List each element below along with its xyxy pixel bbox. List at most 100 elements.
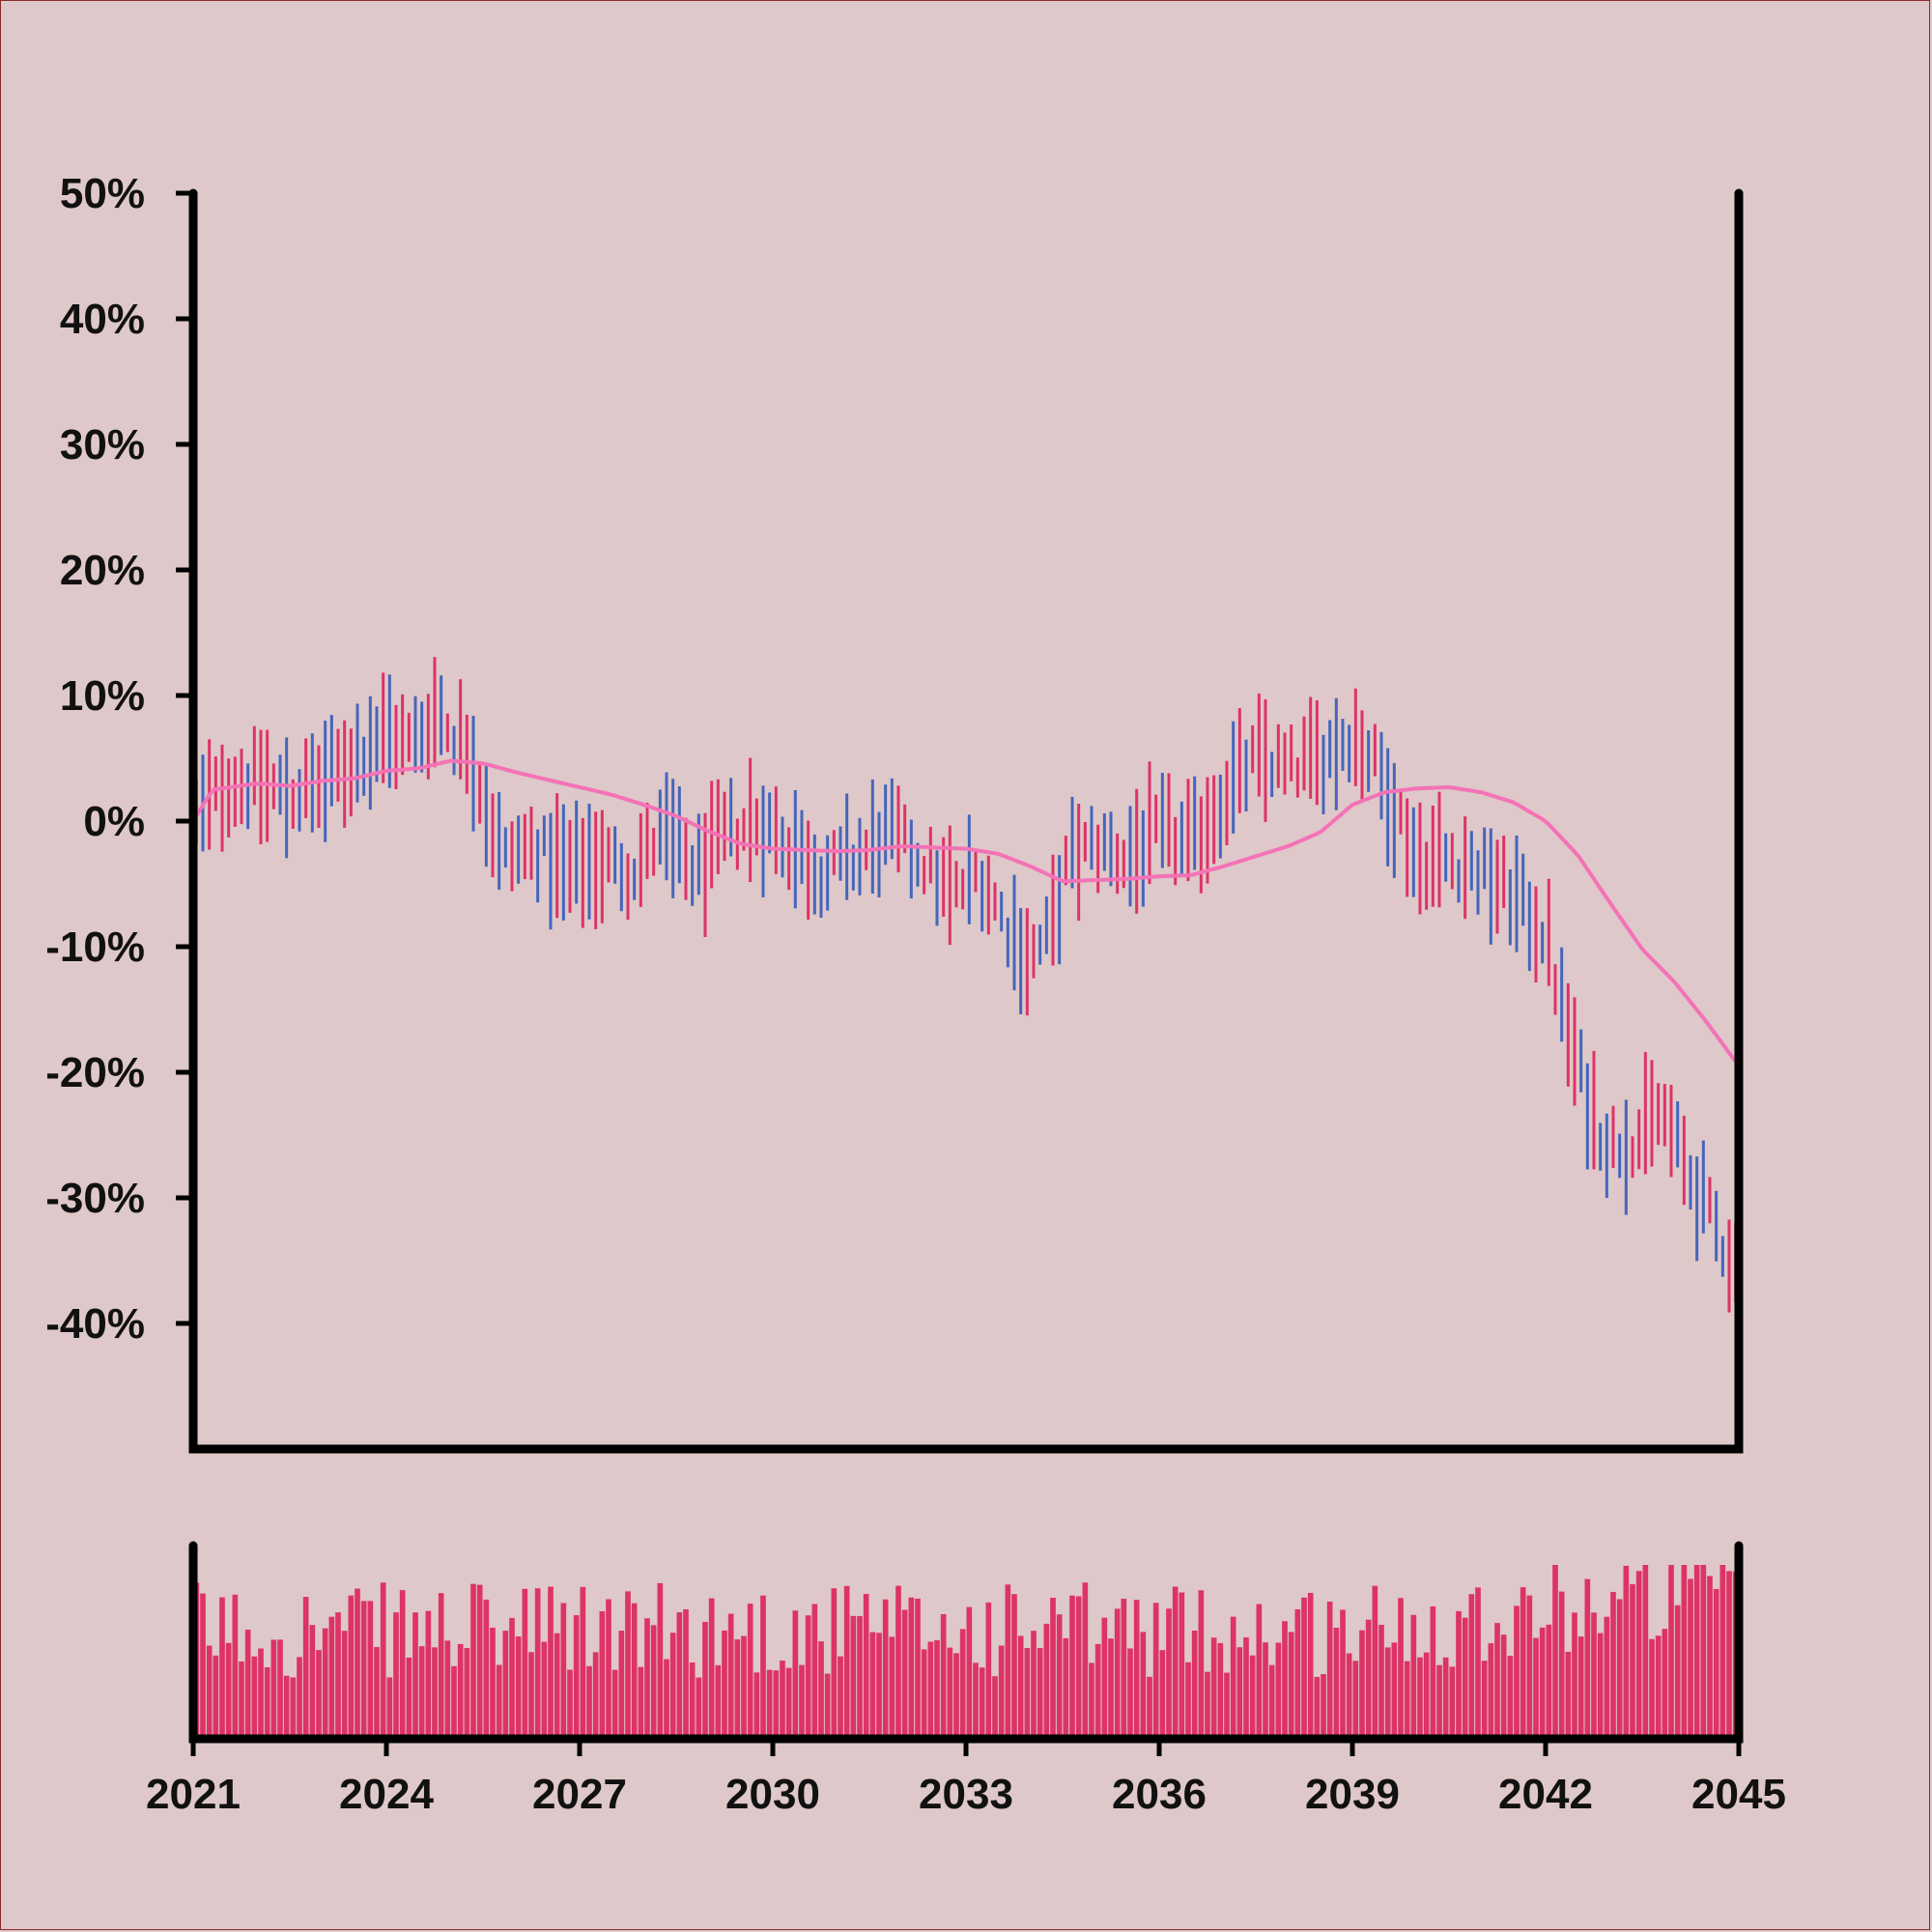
volume-bar xyxy=(1275,1642,1282,1739)
volume-bar xyxy=(1430,1605,1436,1739)
volume-bar xyxy=(1089,1662,1094,1739)
volume-bar xyxy=(1082,1582,1089,1739)
volume-bar xyxy=(1635,1571,1642,1739)
volume-bar xyxy=(496,1664,502,1739)
y-tick-label: 10% xyxy=(60,672,145,720)
volume-bar xyxy=(264,1667,270,1739)
volume-bar xyxy=(1294,1608,1301,1739)
volume-bar xyxy=(618,1631,625,1739)
x-tick-label: 2039 xyxy=(1305,1771,1400,1818)
volume-bar xyxy=(785,1667,792,1739)
volume-bar xyxy=(374,1647,380,1739)
volume-bar xyxy=(1172,1586,1179,1739)
volume-bar xyxy=(1121,1599,1127,1739)
volume-bar xyxy=(857,1615,863,1739)
volume-bar xyxy=(664,1659,669,1739)
volume-bar xyxy=(1249,1655,1256,1739)
volume-bar xyxy=(611,1669,618,1739)
volume-bar xyxy=(1326,1601,1333,1739)
volume-axis-lines xyxy=(188,1541,1744,1744)
volume-bar xyxy=(464,1647,470,1739)
volume-bar xyxy=(908,1597,915,1739)
volume-bar xyxy=(773,1670,780,1739)
volume-bar xyxy=(940,1614,947,1739)
volume-bar xyxy=(277,1639,283,1739)
volume-bar xyxy=(998,1645,1005,1739)
volume-bar xyxy=(953,1653,959,1739)
volume-bar xyxy=(335,1612,341,1739)
volume-bar xyxy=(206,1645,213,1739)
volume-bar xyxy=(1488,1643,1494,1739)
volume-bar xyxy=(689,1662,696,1739)
volume-bar xyxy=(1127,1648,1133,1739)
volume-bar xyxy=(1674,1605,1681,1739)
volume-bar xyxy=(1056,1614,1063,1739)
price-axis-lines xyxy=(188,188,1744,1454)
volume-bar xyxy=(360,1601,367,1739)
volume-bar xyxy=(1597,1633,1604,1739)
volume-bar xyxy=(638,1666,644,1739)
volume-bar xyxy=(1224,1672,1230,1739)
volume-bar xyxy=(483,1599,490,1739)
volume-axes xyxy=(188,1541,1744,1744)
volume-bar xyxy=(1558,1591,1565,1739)
volume-bar xyxy=(418,1646,425,1739)
volume-bar xyxy=(1384,1647,1391,1739)
volume-bar xyxy=(766,1669,773,1739)
volume-bar xyxy=(1243,1637,1249,1739)
volume-bar xyxy=(1713,1588,1719,1739)
volume-bar xyxy=(1456,1610,1462,1739)
volume-bar xyxy=(522,1588,528,1739)
volume-bar xyxy=(316,1650,322,1739)
volume-bar xyxy=(915,1598,921,1739)
volume-bar xyxy=(1378,1625,1384,1739)
volume-bar xyxy=(1288,1632,1294,1739)
volume-bar xyxy=(1268,1664,1275,1739)
volume-bar xyxy=(1185,1662,1191,1739)
volume-bar xyxy=(1442,1657,1449,1739)
volume-bar xyxy=(580,1586,586,1739)
volume-bar xyxy=(451,1665,457,1739)
volume-bar xyxy=(799,1664,805,1739)
volume-bar xyxy=(213,1655,219,1739)
volume-bar xyxy=(1217,1642,1224,1739)
volume-bar xyxy=(457,1643,464,1739)
volume-bar xyxy=(676,1612,683,1739)
volume-bar xyxy=(1352,1661,1359,1739)
volume-bar xyxy=(322,1628,328,1739)
volume-bar xyxy=(1307,1592,1314,1739)
x-tick-label: 2030 xyxy=(725,1771,820,1818)
volume-bar xyxy=(470,1583,476,1739)
volume-bar xyxy=(715,1664,722,1739)
volume-bar xyxy=(1623,1565,1630,1739)
volume-bar xyxy=(1063,1637,1069,1739)
volume-bar xyxy=(1198,1590,1205,1739)
volume-bar xyxy=(818,1641,824,1739)
volume-bar xyxy=(548,1586,554,1739)
volume-bar xyxy=(1507,1656,1514,1739)
volume-bar xyxy=(631,1603,638,1739)
volume-bar xyxy=(1681,1565,1688,1739)
volume-bar xyxy=(251,1656,258,1739)
x-tick-label: 2024 xyxy=(339,1771,434,1818)
volume-bar xyxy=(1610,1591,1616,1739)
volume-bar xyxy=(1584,1578,1591,1739)
volume-bar xyxy=(1462,1617,1468,1739)
volume-bar xyxy=(1043,1623,1050,1739)
volume-bar xyxy=(1359,1630,1365,1739)
volume-bar xyxy=(1449,1666,1456,1739)
volume-bar xyxy=(1147,1676,1152,1739)
volume-bar xyxy=(780,1661,785,1739)
volume-bar xyxy=(367,1601,374,1739)
volume-bar xyxy=(838,1656,843,1739)
volume-bar xyxy=(1436,1664,1442,1739)
volume-bar xyxy=(502,1631,509,1739)
volume-bar xyxy=(1520,1587,1526,1739)
volume-bar xyxy=(696,1677,702,1739)
y-tick-label: -10% xyxy=(45,923,145,971)
x-tick-label: 2042 xyxy=(1498,1771,1593,1818)
y-tick-label: 0% xyxy=(83,798,145,845)
volume-bar xyxy=(650,1625,657,1739)
volume-bar xyxy=(876,1633,882,1739)
volume-bar xyxy=(341,1631,348,1739)
